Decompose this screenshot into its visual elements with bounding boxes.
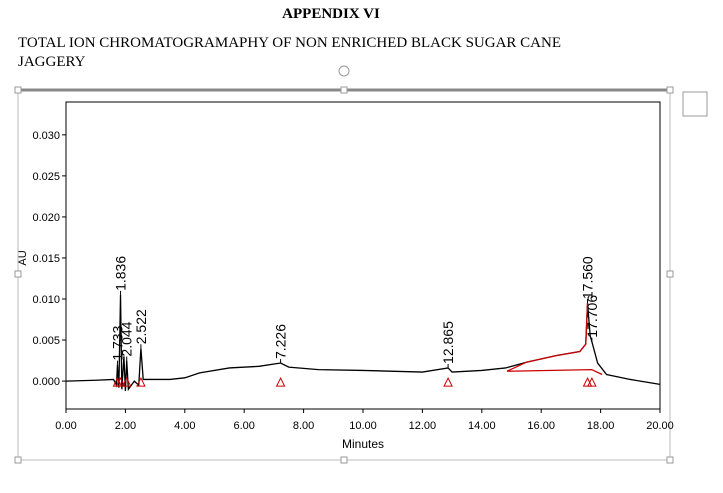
x-tick-label: 18.00 <box>587 420 615 432</box>
y-axis-label: AU <box>17 250 29 265</box>
trace <box>65 294 661 392</box>
y-tick-label: 0.025 <box>32 171 60 183</box>
y-tick-label: 0.020 <box>32 212 60 224</box>
y-tick-label: 0.010 <box>32 294 60 306</box>
x-tick-label: 2.00 <box>115 420 136 432</box>
x-tick-label: 6.00 <box>233 420 254 432</box>
plot-frame <box>65 101 661 410</box>
subtitle-line: JAGGERY <box>18 54 86 70</box>
x-tick-label: 0.00 <box>55 420 76 432</box>
x-tick-label: 20.00 <box>646 420 674 432</box>
handles <box>14 65 674 464</box>
peak-label: 17.706 <box>584 295 600 338</box>
peak-label: 2.044 <box>119 321 135 356</box>
subtitle: TOTAL ION CHROMATOGRAMAPHY OF NON ENRICH… <box>18 34 561 72</box>
trace <box>506 303 589 372</box>
x-tick-label: 8.00 <box>293 420 314 432</box>
peak-label: 2.522 <box>133 309 149 344</box>
x-tick-label: 4.00 <box>174 420 195 432</box>
y-tick-label: 0.005 <box>32 335 60 347</box>
x-tick-label: 16.00 <box>527 420 555 432</box>
peak-triangle <box>443 376 453 387</box>
peak-triangle <box>115 376 126 387</box>
peak-label: 1.733 <box>109 325 125 360</box>
peak-triangle <box>587 376 597 387</box>
x-tick-label: 14.00 <box>468 420 496 432</box>
layout-icon[interactable] <box>682 91 708 117</box>
y-tick-label: 0.030 <box>32 130 60 142</box>
peak-label: 12.865 <box>440 321 456 364</box>
peak-triangle <box>275 376 286 387</box>
peak-label: 7.226 <box>273 324 289 359</box>
y-tick-label: 0.000 <box>32 376 60 388</box>
trace <box>507 368 603 376</box>
y-tick-label: 0.015 <box>32 253 60 265</box>
peak-triangle <box>136 376 146 387</box>
peak-label: 1.836 <box>113 256 129 291</box>
subtitle-line: TOTAL ION CHROMATOGRAMAPHY OF NON ENRICH… <box>18 35 561 51</box>
peak-label: 17.560 <box>580 256 596 299</box>
x-tick-label: 10.00 <box>349 420 377 432</box>
peak-triangle <box>121 376 132 387</box>
title: APPENDIX VI <box>282 6 380 22</box>
x-tick-label: 12.00 <box>409 420 437 432</box>
x-axis-label: Minutes <box>342 437 384 451</box>
